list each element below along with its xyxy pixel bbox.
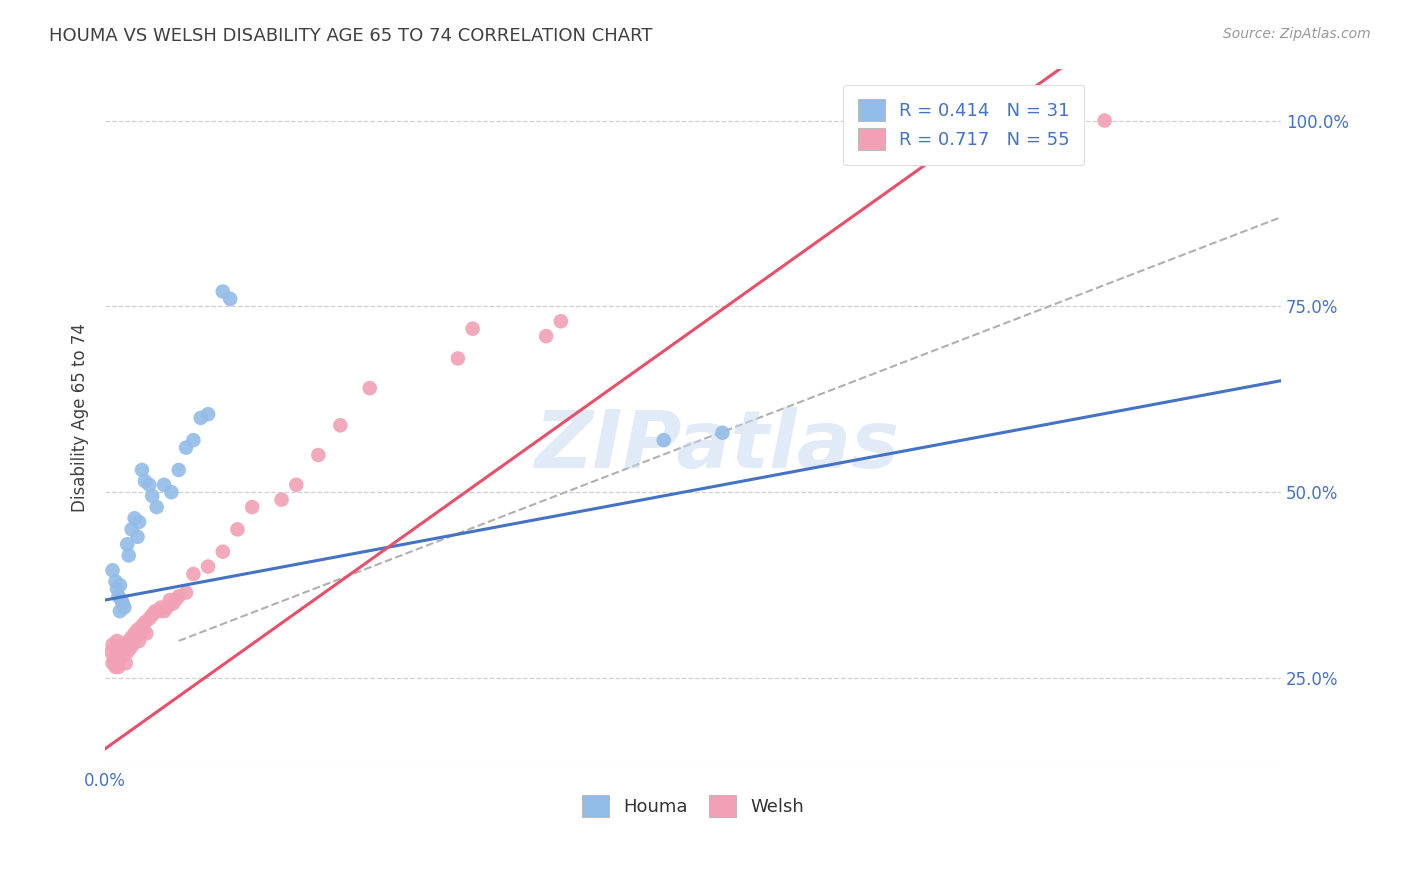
Point xyxy=(103,652,125,666)
Point xyxy=(329,418,352,433)
Point xyxy=(100,645,122,659)
Point xyxy=(107,589,129,603)
Point xyxy=(359,381,381,395)
Point xyxy=(101,638,124,652)
Point xyxy=(226,522,249,536)
Point xyxy=(174,585,197,599)
Point xyxy=(150,600,173,615)
Point xyxy=(127,530,149,544)
Point xyxy=(145,500,167,514)
Point xyxy=(125,630,148,644)
Point xyxy=(111,648,134,663)
Point xyxy=(240,500,263,514)
Point xyxy=(129,626,152,640)
Point xyxy=(105,582,128,596)
Point xyxy=(128,633,150,648)
Point xyxy=(107,660,129,674)
Text: Source: ZipAtlas.com: Source: ZipAtlas.com xyxy=(1223,27,1371,41)
Point xyxy=(307,448,329,462)
Point xyxy=(211,285,233,299)
Point xyxy=(183,433,205,447)
Point xyxy=(128,515,150,529)
Point xyxy=(197,407,219,421)
Point xyxy=(105,633,128,648)
Point xyxy=(114,656,136,670)
Point xyxy=(105,648,128,663)
Point xyxy=(118,549,141,563)
Point xyxy=(117,645,139,659)
Point xyxy=(143,604,166,618)
Point xyxy=(104,660,127,674)
Point xyxy=(162,597,184,611)
Point xyxy=(211,544,233,558)
Point xyxy=(134,615,156,630)
Point xyxy=(110,593,132,607)
Point xyxy=(112,638,135,652)
Point xyxy=(183,566,205,581)
Point xyxy=(174,441,197,455)
Point xyxy=(110,641,132,656)
Point xyxy=(160,485,183,500)
Point xyxy=(141,489,163,503)
Point xyxy=(146,604,169,618)
Point xyxy=(108,578,131,592)
Point xyxy=(112,600,135,615)
Point xyxy=(197,559,219,574)
Point xyxy=(108,645,131,659)
Point xyxy=(167,589,190,603)
Point xyxy=(131,619,153,633)
Point xyxy=(285,477,308,491)
Point xyxy=(159,593,181,607)
Point xyxy=(1049,125,1071,139)
Point xyxy=(111,597,134,611)
Point xyxy=(135,626,157,640)
Point xyxy=(118,633,141,648)
Legend: Houma, Welsh: Houma, Welsh xyxy=(575,789,811,824)
Point xyxy=(134,474,156,488)
Point xyxy=(122,638,145,652)
Point xyxy=(534,329,557,343)
Text: HOUMA VS WELSH DISABILITY AGE 65 TO 74 CORRELATION CHART: HOUMA VS WELSH DISABILITY AGE 65 TO 74 C… xyxy=(49,27,652,45)
Point xyxy=(138,611,160,625)
Point xyxy=(121,630,143,644)
Point xyxy=(1094,113,1116,128)
Point xyxy=(131,463,153,477)
Point xyxy=(127,623,149,637)
Point xyxy=(156,600,179,615)
Point xyxy=(153,604,176,618)
Point xyxy=(138,477,160,491)
Point xyxy=(121,522,143,536)
Point xyxy=(165,593,187,607)
Point xyxy=(711,425,734,440)
Point xyxy=(101,656,124,670)
Point xyxy=(108,604,131,618)
Y-axis label: Disability Age 65 to 74: Disability Age 65 to 74 xyxy=(72,324,89,512)
Point xyxy=(132,623,155,637)
Point xyxy=(101,563,124,577)
Point xyxy=(120,641,142,656)
Point xyxy=(124,511,146,525)
Point xyxy=(117,537,139,551)
Point xyxy=(461,321,484,335)
Point xyxy=(190,410,212,425)
Point xyxy=(270,492,292,507)
Point xyxy=(104,574,127,589)
Point xyxy=(447,351,470,366)
Point xyxy=(652,433,675,447)
Point xyxy=(124,626,146,640)
Point xyxy=(219,292,242,306)
Text: ZIPatlas: ZIPatlas xyxy=(534,407,898,485)
Point xyxy=(141,607,163,622)
Point xyxy=(167,463,190,477)
Point xyxy=(153,477,176,491)
Point xyxy=(550,314,572,328)
